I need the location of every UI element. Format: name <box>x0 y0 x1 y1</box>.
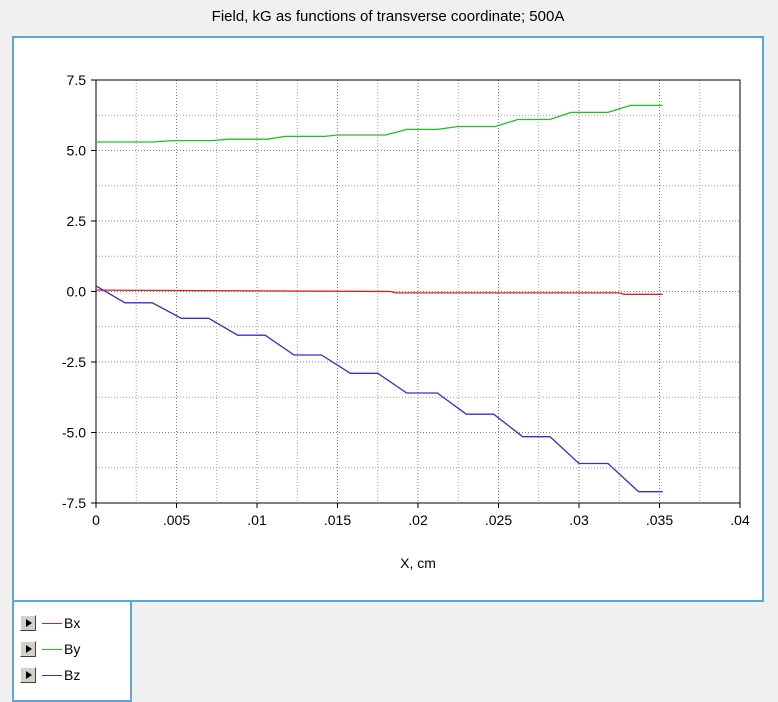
x-tick-label: .015 <box>324 512 351 528</box>
y-tick-label: 2.5 <box>67 213 87 229</box>
legend-item-bx: Bx <box>20 612 132 634</box>
legend-item-by: By <box>20 638 132 660</box>
chart-panel: 0 .005 .01 .015 .02 .025 .03 .035 .04 -7.5 -5.0 -2.… <box>12 36 764 602</box>
x-axis-label: X, cm <box>400 555 436 571</box>
legend-expand-by-icon[interactable] <box>20 641 36 657</box>
legend-swatch-bz <box>42 674 62 676</box>
legend-swatch-by <box>42 648 62 650</box>
x-tick-label: 0 <box>92 512 100 528</box>
x-tick-label: .025 <box>485 512 512 528</box>
legend-swatch-bx <box>42 622 62 624</box>
series-line-bz <box>95 285 663 493</box>
chart-plot: 0 .005 .01 .015 .02 .025 .03 .035 .04 -7.5 -5.0 -2.… <box>62 72 750 571</box>
legend-label-by: By <box>64 641 81 657</box>
legend: Bx By Bz <box>12 602 132 702</box>
y-tick-label: 0.0 <box>67 284 87 300</box>
x-tick-label: .02 <box>408 512 428 528</box>
x-tick-label: .005 <box>163 512 190 528</box>
legend-label-bz: Bz <box>64 667 81 683</box>
chart-title: Field, kG as functions of transverse coo… <box>211 8 565 25</box>
series-line-by <box>96 104 663 143</box>
series-line-bx <box>95 289 663 295</box>
y-tick-label: 5.0 <box>67 143 87 159</box>
x-tick-label: .04 <box>730 512 750 528</box>
legend-item-bz: Bz <box>20 664 132 686</box>
y-tick-label: 7.5 <box>67 72 87 88</box>
x-tick-label: .035 <box>646 512 673 528</box>
x-tick-label: .01 <box>247 512 267 528</box>
legend-label-bx: Bx <box>64 615 81 631</box>
legend-expand-bx-icon[interactable] <box>20 615 36 631</box>
legend-expand-bz-icon[interactable] <box>20 667 36 683</box>
y-tick-label: -2.5 <box>62 354 86 370</box>
x-tick-label: .03 <box>569 512 589 528</box>
y-tick-label: -7.5 <box>62 495 86 511</box>
y-tick-label: -5.0 <box>62 425 86 441</box>
